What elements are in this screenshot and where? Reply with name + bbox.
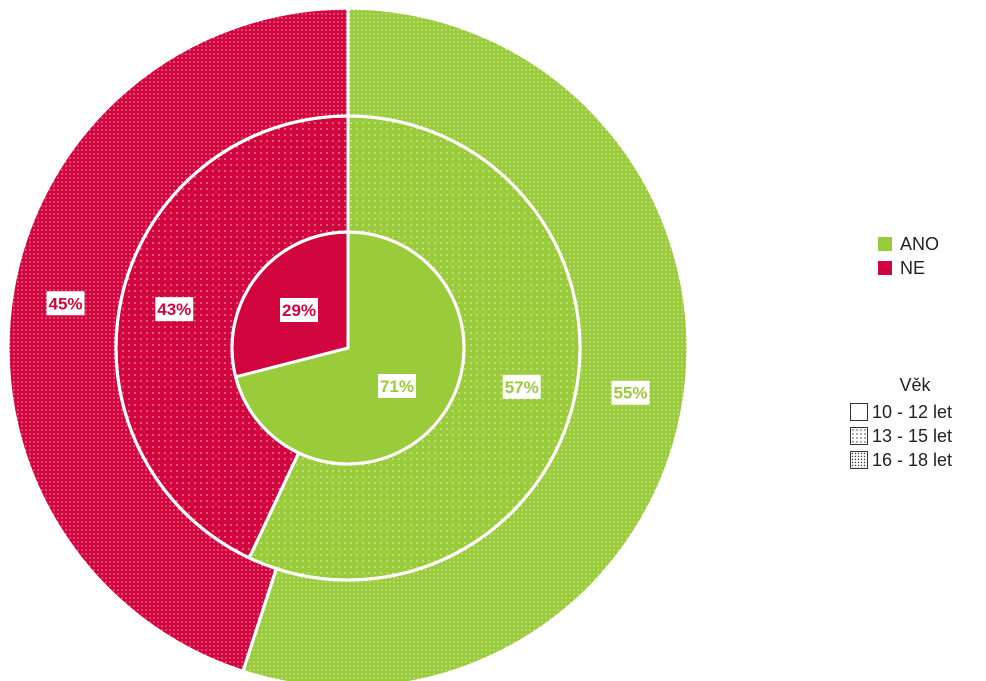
- age-legend-item-13-15: 13 - 15 let: [850, 424, 980, 448]
- label-box-ne-ring-1: [280, 297, 319, 322]
- legend-label-ano: ANO: [900, 233, 940, 254]
- slice-pattern-ano-ring-3: [241, 6, 690, 681]
- age-label-13-15: 13 - 15 let: [872, 425, 953, 446]
- age-label-10-12: 10 - 12 let: [872, 401, 953, 422]
- series-legend: ANO NE: [878, 232, 939, 280]
- legend-label-ne: NE: [900, 257, 926, 278]
- legend-swatch-ne: [878, 261, 892, 275]
- label-box-ano-ring-2: [502, 374, 541, 399]
- data-label-ano-ring-2: 57%: [505, 378, 539, 397]
- age-legend: Věk 10 - 12 let 13 - 15 let 16 - 18 let: [850, 370, 980, 472]
- age-legend-item-10-12: 10 - 12 let: [850, 400, 980, 424]
- data-label-ano-ring-1: 71%: [380, 377, 414, 396]
- legend-swatch-ano: [878, 237, 892, 251]
- data-label-ne-ring-3: 45%: [49, 294, 83, 313]
- age-swatch-plain: [850, 403, 868, 421]
- age-swatch-light-dots: [850, 427, 868, 445]
- legend-item-ne: NE: [878, 256, 939, 280]
- data-label-ne-ring-1: 29%: [282, 301, 316, 320]
- label-box-ne-ring-2: [155, 297, 194, 322]
- age-legend-item-16-18: 16 - 18 let: [850, 448, 980, 472]
- legend-item-ano: ANO: [878, 232, 939, 256]
- data-label-ne-ring-2: 43%: [157, 300, 191, 319]
- age-legend-title: Věk: [899, 375, 931, 395]
- age-label-16-18: 16 - 18 let: [872, 449, 953, 470]
- age-swatch-dense-dots: [850, 451, 868, 469]
- label-box-ano-ring-1: [377, 374, 416, 399]
- label-box-ne-ring-3: [46, 291, 85, 316]
- data-label-ano-ring-3: 55%: [613, 384, 647, 403]
- slice-pattern-ne-ring-3: [6, 6, 350, 674]
- label-box-ano-ring-3: [611, 380, 650, 405]
